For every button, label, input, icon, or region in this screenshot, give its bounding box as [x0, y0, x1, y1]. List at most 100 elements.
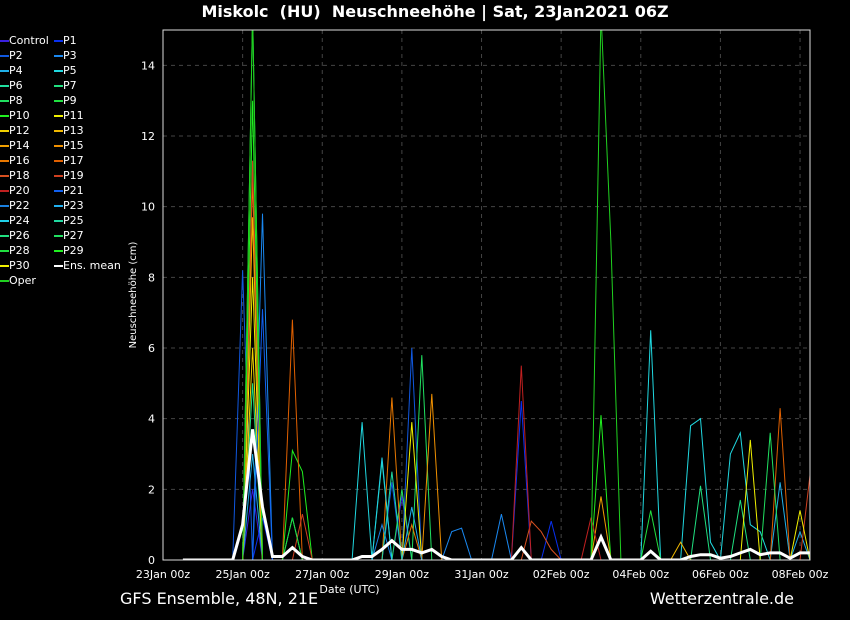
- legend-label: P20: [9, 184, 30, 197]
- legend-swatch: [0, 85, 9, 87]
- series-line-p24: [182, 457, 810, 560]
- series-line-p29: [182, 100, 810, 560]
- legend-label: P15: [63, 139, 84, 152]
- legend-swatch: [54, 235, 63, 237]
- series-line-p14: [182, 496, 810, 560]
- series-line-oper: [182, 30, 810, 560]
- legend-swatch: [0, 205, 9, 207]
- legend-item: P29: [54, 243, 84, 258]
- legend-swatch: [0, 70, 9, 72]
- legend-swatch: [54, 85, 63, 87]
- legend-swatch: [54, 250, 63, 252]
- x-tick-label: 25Jan 00z: [216, 568, 270, 581]
- legend-label: P29: [63, 244, 84, 257]
- legend-label: Ens. mean: [63, 259, 121, 272]
- legend-item: P15: [54, 138, 84, 153]
- legend-label: P6: [9, 79, 23, 92]
- legend-label: P11: [63, 109, 84, 122]
- legend-swatch: [0, 280, 9, 282]
- legend-item: Control: [0, 33, 49, 48]
- y-tick-label: 6: [148, 342, 155, 355]
- legend-label: P8: [9, 94, 23, 107]
- legend-label: P5: [63, 64, 77, 77]
- legend-label: P9: [63, 94, 77, 107]
- legend-label: P16: [9, 154, 30, 167]
- x-tick-label: 08Feb 00z: [772, 568, 829, 581]
- series-line-p30: [182, 439, 810, 560]
- legend-swatch: [54, 205, 63, 207]
- series-line-p5: [182, 330, 810, 560]
- legend-swatch: [54, 40, 63, 42]
- y-tick-label: 0: [148, 554, 155, 567]
- legend-item: P14: [0, 138, 30, 153]
- series-line-p9: [182, 30, 810, 560]
- series-line-p20: [182, 365, 810, 560]
- series-line-p28: [182, 517, 810, 560]
- series-line-p12: [182, 347, 810, 560]
- legend-label: P1: [63, 34, 77, 47]
- legend-label: P2: [9, 49, 23, 62]
- series-line-p18: [182, 520, 810, 560]
- model-info: GFS Ensemble, 48N, 21E: [120, 589, 319, 608]
- legend-swatch: [0, 160, 9, 162]
- y-tick-label: 10: [141, 201, 155, 214]
- y-tick-label: 2: [148, 483, 155, 496]
- legend-label: P10: [9, 109, 30, 122]
- legend-swatch: [0, 235, 9, 237]
- legend-label: P26: [9, 229, 30, 242]
- series-line-p15: [182, 178, 810, 560]
- series-line-control: [182, 489, 810, 560]
- legend-label: P13: [63, 124, 84, 137]
- legend-item: P21: [54, 183, 84, 198]
- series-line-p8: [182, 355, 810, 560]
- site-credit[interactable]: Wetterzentrale.de: [649, 589, 794, 608]
- legend-item: P17: [54, 153, 84, 168]
- legend-item: Ens. mean: [54, 258, 121, 273]
- legend-label: P17: [63, 154, 84, 167]
- legend-swatch: [54, 100, 63, 102]
- series-line-p27: [182, 432, 810, 560]
- legend-swatch: [0, 100, 9, 102]
- x-tick-label: 06Feb 00z: [692, 568, 749, 581]
- series-line-p4: [182, 453, 810, 560]
- legend-item: P2: [0, 48, 23, 63]
- legend-item: P13: [54, 123, 84, 138]
- legend-swatch: [54, 220, 63, 222]
- legend-item: P8: [0, 93, 23, 108]
- series-line-p26: [182, 499, 810, 560]
- x-tick-label: 02Feb 00z: [533, 568, 590, 581]
- legend-label: P14: [9, 139, 30, 152]
- legend-label: Control: [9, 34, 49, 47]
- series-line-p13: [182, 217, 810, 560]
- series-line-p25: [182, 471, 810, 560]
- legend-item: P28: [0, 243, 30, 258]
- legend-item: P23: [54, 198, 84, 213]
- legend-item: P11: [54, 108, 84, 123]
- legend-swatch: [54, 145, 63, 147]
- series-line-p17: [182, 319, 810, 560]
- legend-label: P19: [63, 169, 84, 182]
- x-axis-label: Date (UTC): [319, 583, 379, 596]
- y-tick-label: 14: [141, 59, 155, 72]
- legend-item: P24: [0, 213, 30, 228]
- legend-label: P3: [63, 49, 77, 62]
- x-tick-label: 04Feb 00z: [612, 568, 669, 581]
- legend-swatch: [0, 130, 9, 132]
- legend-label: P18: [9, 169, 30, 182]
- y-tick-label: 12: [141, 130, 155, 143]
- series-line-p2: [182, 270, 810, 560]
- legend-swatch: [0, 115, 9, 117]
- legend-label: P22: [9, 199, 30, 212]
- chart-title: Miskolc (HU) Neuschneehöhe | Sat, 23Jan2…: [201, 2, 669, 21]
- legend-item: P3: [54, 48, 77, 63]
- legend-item: P7: [54, 78, 77, 93]
- legend-swatch: [0, 190, 9, 192]
- legend-item: P10: [0, 108, 30, 123]
- x-tick-label: 31Jan 00z: [454, 568, 508, 581]
- legend-label: Oper: [9, 274, 36, 287]
- series-line-ens-mean: [182, 429, 810, 560]
- y-tick-label: 8: [148, 271, 155, 284]
- legend-swatch: [54, 175, 63, 177]
- legend-item: P12: [0, 123, 30, 138]
- legend-item: P19: [54, 168, 84, 183]
